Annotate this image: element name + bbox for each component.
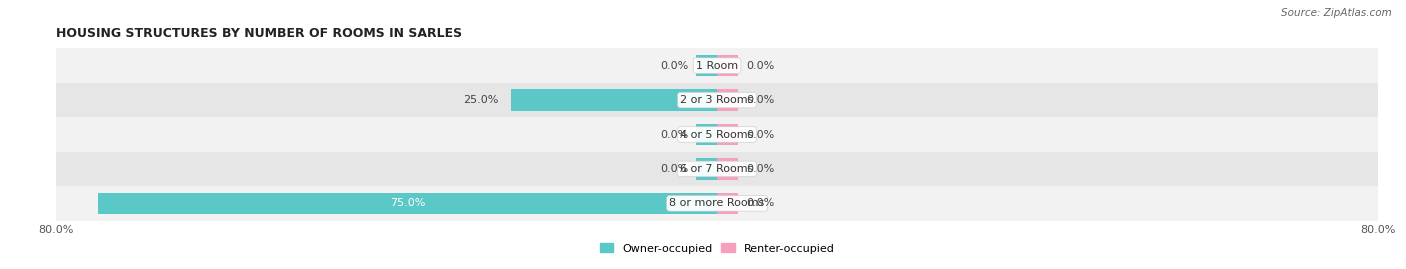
Text: 1 Room: 1 Room [696, 61, 738, 71]
Text: 0.0%: 0.0% [747, 95, 775, 105]
Text: HOUSING STRUCTURES BY NUMBER OF ROOMS IN SARLES: HOUSING STRUCTURES BY NUMBER OF ROOMS IN… [56, 27, 463, 40]
Bar [696, 158, 717, 180]
Bar [56, 186, 1378, 221]
Text: 75.0%: 75.0% [389, 198, 425, 208]
Bar [56, 83, 1378, 117]
Legend: Owner-occupied, Renter-occupied: Owner-occupied, Renter-occupied [595, 239, 839, 258]
Bar [717, 55, 738, 76]
Bar [696, 124, 717, 145]
Bar [97, 193, 717, 214]
Bar [717, 89, 738, 111]
Text: 6 or 7 Rooms: 6 or 7 Rooms [681, 164, 754, 174]
Text: 8 or more Rooms: 8 or more Rooms [669, 198, 765, 208]
Text: 2 or 3 Rooms: 2 or 3 Rooms [681, 95, 754, 105]
Text: 0.0%: 0.0% [747, 164, 775, 174]
Bar [717, 158, 738, 180]
Bar [56, 48, 1378, 83]
Text: 0.0%: 0.0% [747, 198, 775, 208]
Bar [56, 152, 1378, 186]
Text: Source: ZipAtlas.com: Source: ZipAtlas.com [1281, 8, 1392, 18]
Bar [717, 124, 738, 145]
Text: 25.0%: 25.0% [463, 95, 498, 105]
Bar [510, 89, 717, 111]
Bar [696, 55, 717, 76]
Text: 0.0%: 0.0% [659, 129, 688, 140]
Text: 0.0%: 0.0% [747, 129, 775, 140]
Bar [56, 117, 1378, 152]
Text: 4 or 5 Rooms: 4 or 5 Rooms [681, 129, 754, 140]
Text: 0.0%: 0.0% [659, 61, 688, 71]
Text: 0.0%: 0.0% [747, 61, 775, 71]
Bar [717, 193, 738, 214]
Text: 0.0%: 0.0% [659, 164, 688, 174]
